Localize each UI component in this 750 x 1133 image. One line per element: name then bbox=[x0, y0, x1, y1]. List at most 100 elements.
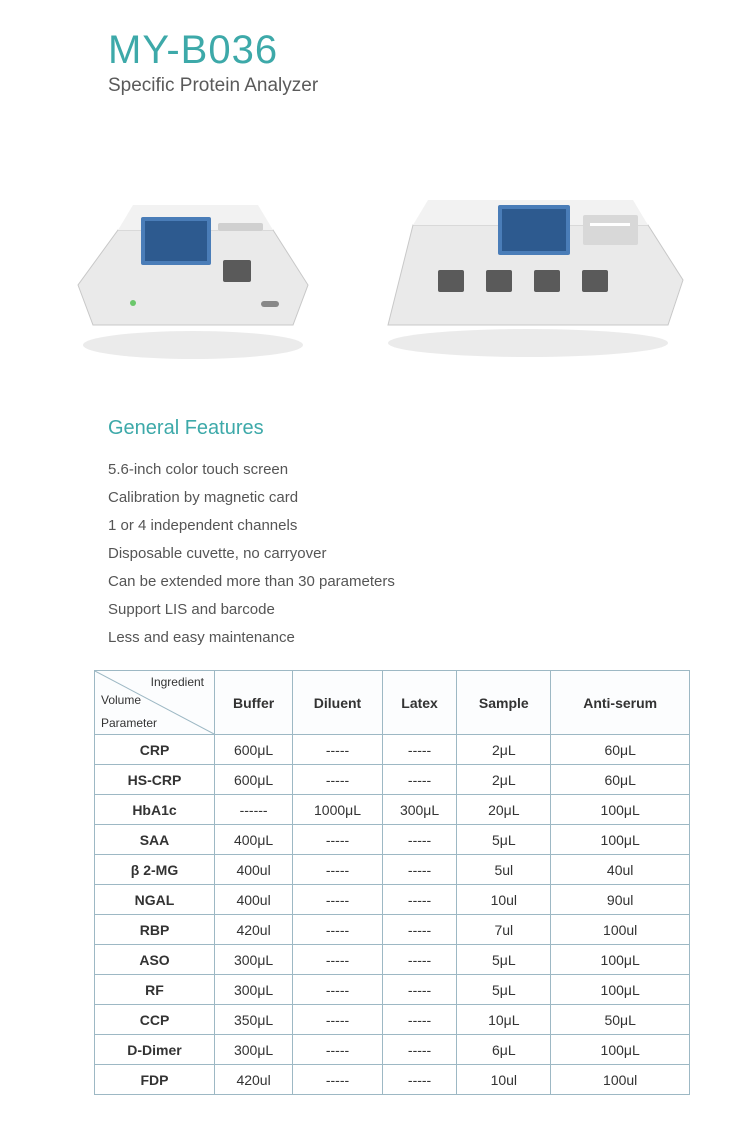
device-image-multi-channel bbox=[368, 175, 688, 370]
col-header: Latex bbox=[382, 671, 456, 735]
value-cell: ----- bbox=[293, 945, 383, 975]
param-cell: RF bbox=[95, 975, 215, 1005]
value-cell: 60μL bbox=[551, 735, 690, 765]
value-cell: ----- bbox=[293, 765, 383, 795]
table-row: β 2-MG400ul----------5ul40ul bbox=[95, 855, 690, 885]
value-cell: 350μL bbox=[215, 1005, 293, 1035]
value-cell: 5μL bbox=[457, 975, 551, 1005]
feature-item: Disposable cuvette, no carryover bbox=[108, 540, 750, 568]
col-header: Diluent bbox=[293, 671, 383, 735]
features-list: 5.6-inch color touch screen Calibration … bbox=[108, 456, 750, 652]
value-cell: 400ul bbox=[215, 885, 293, 915]
model-number: MY-B036 bbox=[108, 28, 750, 73]
value-cell: ----- bbox=[293, 735, 383, 765]
features-heading: General Features bbox=[108, 417, 750, 440]
param-cell: D-Dimer bbox=[95, 1035, 215, 1065]
table-row: CCP350μL----------10μL50μL bbox=[95, 1005, 690, 1035]
value-cell: ----- bbox=[382, 825, 456, 855]
value-cell: 420ul bbox=[215, 915, 293, 945]
header: MY-B036 Specific Protein Analyzer bbox=[0, 0, 750, 97]
value-cell: 2μL bbox=[457, 735, 551, 765]
specs-table: Ingredient Volume Parameter Buffer Dilue… bbox=[94, 670, 690, 1095]
value-cell: ----- bbox=[293, 855, 383, 885]
param-cell: β 2-MG bbox=[95, 855, 215, 885]
value-cell: ----- bbox=[293, 1035, 383, 1065]
value-cell: 10ul bbox=[457, 885, 551, 915]
param-cell: RBP bbox=[95, 915, 215, 945]
value-cell: 10μL bbox=[457, 1005, 551, 1035]
value-cell: 5ul bbox=[457, 855, 551, 885]
value-cell: ----- bbox=[382, 1005, 456, 1035]
value-cell: 60μL bbox=[551, 765, 690, 795]
table-body: CRP600μL----------2μL60μLHS-CRP600μL----… bbox=[95, 735, 690, 1095]
value-cell: 1000μL bbox=[293, 795, 383, 825]
value-cell: ----- bbox=[382, 855, 456, 885]
value-cell: ----- bbox=[293, 1065, 383, 1095]
value-cell: ----- bbox=[382, 945, 456, 975]
table-row: FDP420ul----------10ul100ul bbox=[95, 1065, 690, 1095]
value-cell: 100μL bbox=[551, 1035, 690, 1065]
corner-ingredient: Ingredient bbox=[151, 675, 204, 689]
param-cell: SAA bbox=[95, 825, 215, 855]
specs-table-wrap: Ingredient Volume Parameter Buffer Dilue… bbox=[94, 670, 690, 1095]
value-cell: ----- bbox=[382, 735, 456, 765]
value-cell: 400μL bbox=[215, 825, 293, 855]
value-cell: ----- bbox=[382, 765, 456, 795]
value-cell: 6μL bbox=[457, 1035, 551, 1065]
feature-item: 1 or 4 independent channels bbox=[108, 512, 750, 540]
feature-item: Less and easy maintenance bbox=[108, 624, 750, 652]
param-cell: HbA1c bbox=[95, 795, 215, 825]
value-cell: ----- bbox=[293, 975, 383, 1005]
device-image-single-channel bbox=[63, 175, 323, 370]
value-cell: 5μL bbox=[457, 825, 551, 855]
feature-item: Can be extended more than 30 parameters bbox=[108, 568, 750, 596]
value-cell: 5μL bbox=[457, 945, 551, 975]
value-cell: 100μL bbox=[551, 795, 690, 825]
value-cell: ----- bbox=[293, 885, 383, 915]
table-row: RF300μL----------5μL100μL bbox=[95, 975, 690, 1005]
value-cell: 300μL bbox=[215, 945, 293, 975]
param-cell: FDP bbox=[95, 1065, 215, 1095]
value-cell: ------ bbox=[215, 795, 293, 825]
value-cell: 2μL bbox=[457, 765, 551, 795]
value-cell: 100ul bbox=[551, 1065, 690, 1095]
product-subtitle: Specific Protein Analyzer bbox=[108, 75, 750, 97]
table-row: D-Dimer300μL----------6μL100μL bbox=[95, 1035, 690, 1065]
col-header: Anti-serum bbox=[551, 671, 690, 735]
value-cell: ----- bbox=[382, 1065, 456, 1095]
table-row: HbA1c------1000μL300μL20μL100μL bbox=[95, 795, 690, 825]
param-cell: CCP bbox=[95, 1005, 215, 1035]
value-cell: ----- bbox=[382, 975, 456, 1005]
value-cell: 100μL bbox=[551, 825, 690, 855]
table-row: RBP420ul----------7ul100ul bbox=[95, 915, 690, 945]
value-cell: ----- bbox=[293, 1005, 383, 1035]
col-header: Buffer bbox=[215, 671, 293, 735]
corner-parameter: Parameter bbox=[101, 716, 157, 730]
value-cell: ----- bbox=[382, 915, 456, 945]
value-cell: 300μL bbox=[382, 795, 456, 825]
param-cell: CRP bbox=[95, 735, 215, 765]
feature-item: 5.6-inch color touch screen bbox=[108, 456, 750, 484]
value-cell: 420ul bbox=[215, 1065, 293, 1095]
param-cell: HS-CRP bbox=[95, 765, 215, 795]
value-cell: 40ul bbox=[551, 855, 690, 885]
product-images-row bbox=[40, 157, 710, 387]
value-cell: 50μL bbox=[551, 1005, 690, 1035]
value-cell: 600μL bbox=[215, 735, 293, 765]
table-row: NGAL400ul----------10ul90ul bbox=[95, 885, 690, 915]
value-cell: 100μL bbox=[551, 945, 690, 975]
value-cell: ----- bbox=[382, 1035, 456, 1065]
param-cell: NGAL bbox=[95, 885, 215, 915]
value-cell: 90ul bbox=[551, 885, 690, 915]
value-cell: 100ul bbox=[551, 915, 690, 945]
table-row: HS-CRP600μL----------2μL60μL bbox=[95, 765, 690, 795]
value-cell: 7ul bbox=[457, 915, 551, 945]
value-cell: 20μL bbox=[457, 795, 551, 825]
value-cell: 400ul bbox=[215, 855, 293, 885]
corner-header: Ingredient Volume Parameter bbox=[95, 671, 215, 735]
feature-item: Calibration by magnetic card bbox=[108, 484, 750, 512]
table-header-row: Ingredient Volume Parameter Buffer Dilue… bbox=[95, 671, 690, 735]
value-cell: 300μL bbox=[215, 1035, 293, 1065]
param-cell: ASO bbox=[95, 945, 215, 975]
value-cell: 600μL bbox=[215, 765, 293, 795]
